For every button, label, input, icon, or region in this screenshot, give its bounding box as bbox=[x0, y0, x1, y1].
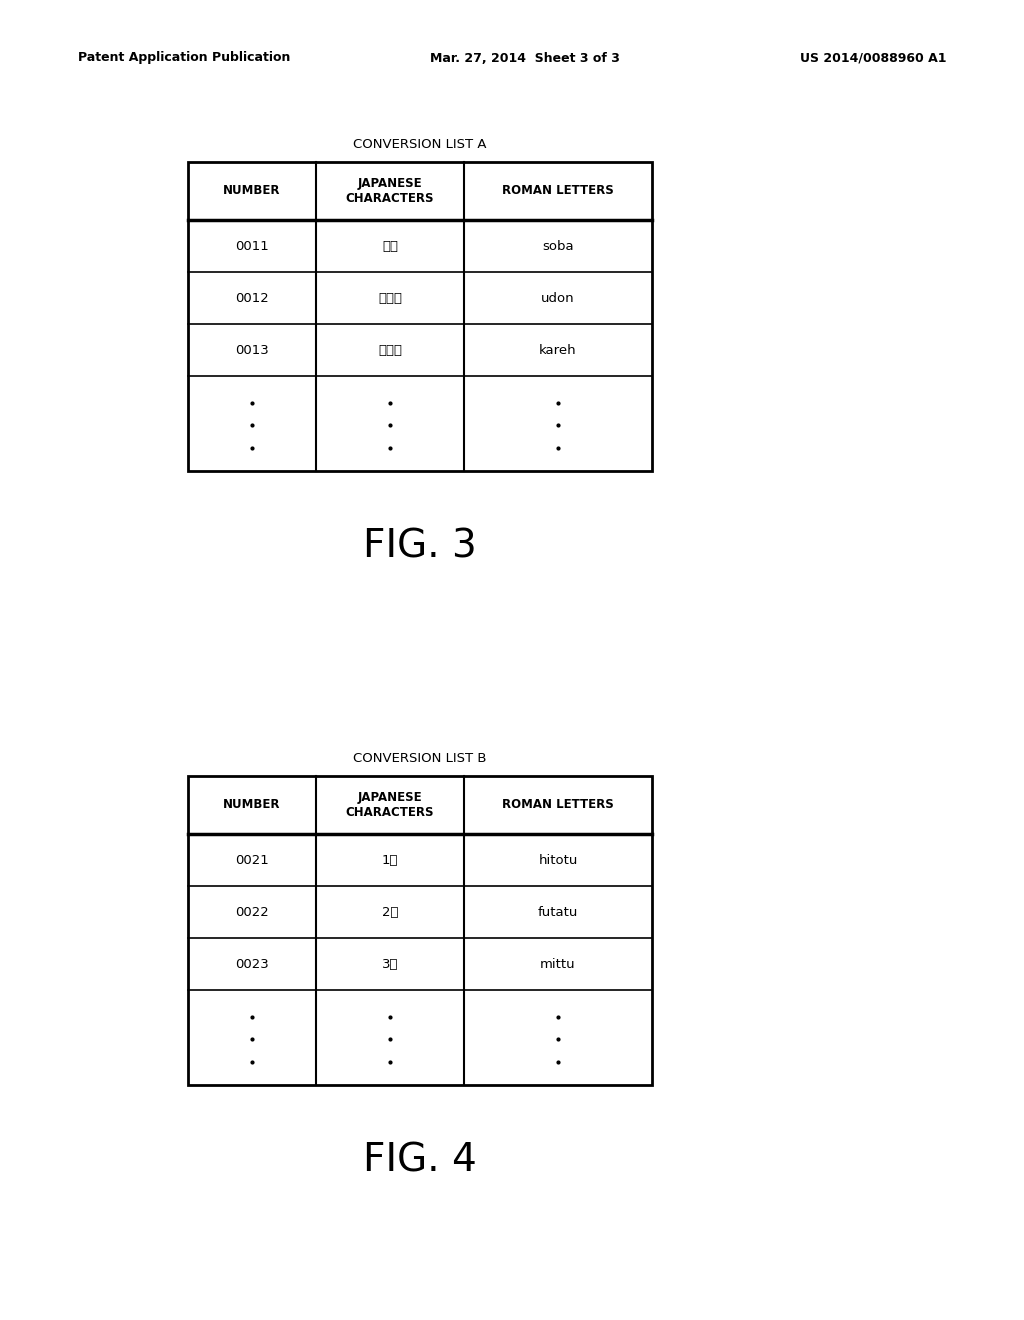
Text: 0023: 0023 bbox=[236, 957, 269, 970]
Text: 0021: 0021 bbox=[236, 854, 269, 866]
Bar bbox=[188, 162, 652, 471]
Text: NUMBER: NUMBER bbox=[223, 799, 281, 812]
Text: Mar. 27, 2014  Sheet 3 of 3: Mar. 27, 2014 Sheet 3 of 3 bbox=[430, 51, 620, 65]
Text: Patent Application Publication: Patent Application Publication bbox=[78, 51, 291, 65]
Text: ROMAN LETTERS: ROMAN LETTERS bbox=[502, 799, 613, 812]
Text: 3つ: 3つ bbox=[382, 957, 398, 970]
Text: NUMBER: NUMBER bbox=[223, 185, 281, 198]
Text: JAPANESE
CHARACTERS: JAPANESE CHARACTERS bbox=[346, 791, 434, 818]
Text: futatu: futatu bbox=[538, 906, 579, 919]
Text: FIG. 3: FIG. 3 bbox=[364, 527, 477, 565]
Text: 0022: 0022 bbox=[236, 906, 269, 919]
Text: 1つ: 1つ bbox=[382, 854, 398, 866]
Text: CONVERSION LIST B: CONVERSION LIST B bbox=[353, 751, 486, 764]
Text: CONVERSION LIST A: CONVERSION LIST A bbox=[353, 137, 486, 150]
Text: 0011: 0011 bbox=[236, 239, 269, 252]
Text: FIG. 4: FIG. 4 bbox=[364, 1140, 477, 1179]
Text: udon: udon bbox=[542, 292, 574, 305]
Text: 2つ: 2つ bbox=[382, 906, 398, 919]
Text: ROMAN LETTERS: ROMAN LETTERS bbox=[502, 185, 613, 198]
Text: そば: そば bbox=[382, 239, 398, 252]
Text: kareh: kareh bbox=[540, 343, 577, 356]
Text: mittu: mittu bbox=[541, 957, 575, 970]
Text: hitotu: hitotu bbox=[539, 854, 578, 866]
Bar bbox=[188, 776, 652, 1085]
Text: JAPANESE
CHARACTERS: JAPANESE CHARACTERS bbox=[346, 177, 434, 205]
Text: 0013: 0013 bbox=[236, 343, 269, 356]
Text: US 2014/0088960 A1: US 2014/0088960 A1 bbox=[800, 51, 946, 65]
Text: 0012: 0012 bbox=[236, 292, 269, 305]
Text: soba: soba bbox=[542, 239, 573, 252]
Text: カレー: カレー bbox=[378, 343, 402, 356]
Text: うどん: うどん bbox=[378, 292, 402, 305]
